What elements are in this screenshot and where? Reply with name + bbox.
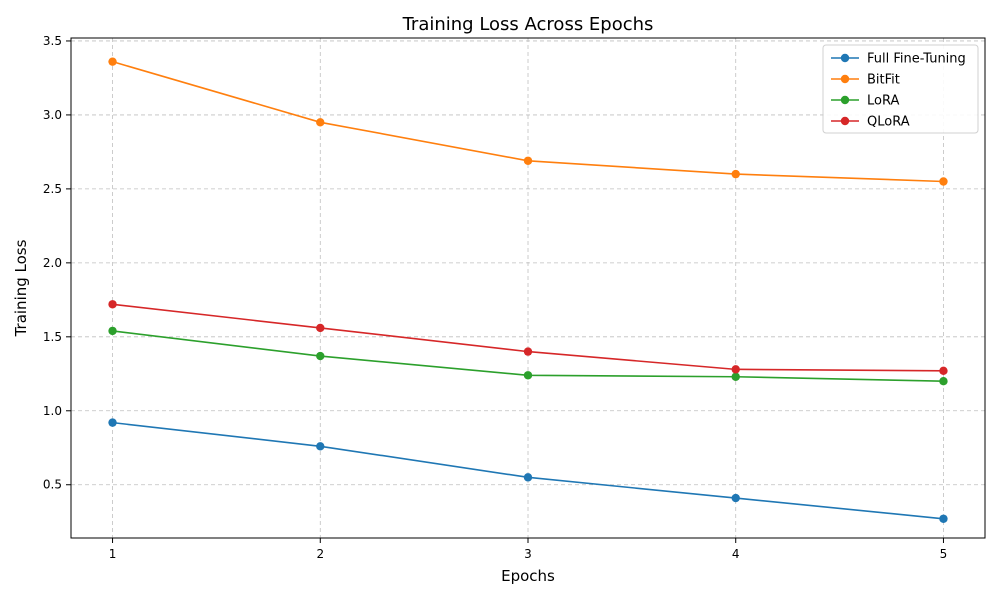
legend-item: LoRA: [831, 94, 899, 109]
y-tick-label: 3.0: [43, 108, 62, 122]
data-point: [523, 473, 533, 482]
legend-item: Full Fine-Tuning: [831, 52, 966, 67]
data-point: [108, 326, 117, 336]
data-point: [939, 514, 948, 523]
legend-swatch-marker: [840, 74, 850, 84]
data-point: [731, 372, 740, 381]
legend-swatch-marker: [840, 95, 850, 105]
data-point: [731, 365, 740, 374]
data-point: [939, 177, 948, 186]
data-point: [316, 118, 325, 127]
ticks: 1 2 3 4 5 0.5 1.0 1.5 2.0 2.5 3.0 3.5: [43, 34, 947, 561]
legend-swatch-marker: [840, 116, 850, 126]
y-tick-label: 1.0: [43, 404, 62, 418]
legend: Full Fine-Tuning BitFit LoRA QLoRA: [822, 44, 979, 134]
x-tick-label: 1: [109, 547, 117, 561]
data-point: [731, 493, 740, 503]
series: [108, 418, 948, 523]
grid: [71, 38, 985, 538]
series: [108, 57, 948, 186]
legend-box: [822, 44, 979, 134]
data-point: [523, 371, 533, 380]
data-point: [316, 442, 325, 451]
x-axis-title: Epochs: [501, 567, 555, 585]
data-point: [316, 351, 325, 361]
x-tick-label: 5: [940, 547, 948, 561]
legend-label: LoRA: [867, 94, 899, 109]
legend-label: Full Fine-Tuning: [867, 52, 966, 67]
y-tick-label: 2.5: [43, 182, 62, 196]
series-layer: [108, 57, 948, 523]
data-point: [108, 418, 117, 427]
data-point: [316, 323, 325, 333]
data-point: [523, 156, 533, 165]
y-tick-label: 0.5: [43, 478, 62, 492]
legend-label: QLoRA: [867, 115, 910, 130]
x-tick-label: 3: [524, 547, 532, 561]
legend-item: BitFit: [831, 73, 900, 88]
y-tick-label: 2.0: [43, 256, 62, 270]
data-point: [731, 169, 740, 179]
y-axis-title: Training Loss: [12, 239, 30, 337]
data-point: [108, 57, 117, 66]
y-tick-label: 3.5: [43, 34, 62, 48]
data-point: [939, 376, 948, 386]
series: [108, 300, 948, 376]
legend-label: BitFit: [867, 73, 900, 88]
data-point: [939, 366, 948, 376]
legend-swatch-marker: [840, 53, 850, 63]
chart-title: Training Loss Across Epochs: [402, 14, 654, 35]
legend-item: QLoRA: [831, 115, 910, 130]
data-point: [108, 300, 117, 309]
x-tick-label: 2: [316, 547, 324, 561]
x-tick-label: 4: [732, 547, 740, 561]
y-tick-label: 1.5: [43, 330, 62, 344]
series: [108, 326, 948, 386]
data-point: [523, 347, 533, 356]
